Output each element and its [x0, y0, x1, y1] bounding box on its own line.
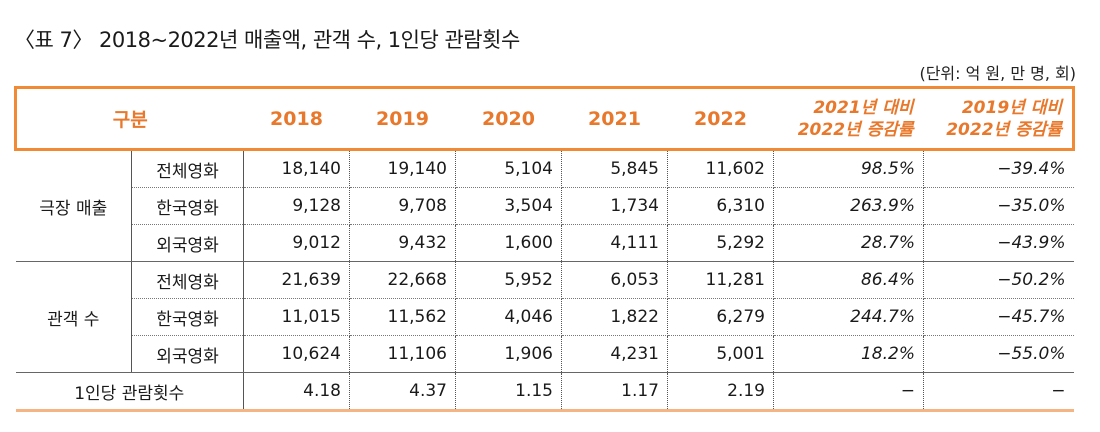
- header-category: 구분: [14, 86, 244, 151]
- cell-value: 19,140: [349, 149, 456, 188]
- cell-value: 11,106: [349, 335, 456, 373]
- table-row: 관객 수 전체영화 21,639 22,668 5,952 6,053 11,2…: [15, 261, 1074, 373]
- cell-rate: −43.9%: [923, 224, 1074, 262]
- cell-value: 5,104: [455, 149, 562, 188]
- cell-value: 6,310: [667, 187, 774, 225]
- unit-note: (단위: 억 원, 만 명, 회): [919, 64, 1076, 83]
- cell-value: 1.17: [561, 372, 668, 412]
- header-year: 2021: [561, 86, 668, 151]
- header-rate-line: 2022년 증감률: [797, 119, 914, 140]
- cell-value: 5,952: [455, 261, 562, 299]
- cell-value: 4,046: [455, 298, 562, 336]
- row-label: 전체영화: [131, 261, 244, 299]
- cell-value: 4,111: [561, 224, 668, 262]
- header-year: 2018: [243, 86, 350, 151]
- cell-rate: −35.0%: [923, 187, 1074, 225]
- table-row: 한국영화 11,015 11,562 4,046 1,822 6,279 244…: [16, 298, 1074, 336]
- cell-value: 18,140: [243, 149, 350, 188]
- cell-rate: −50.2%: [923, 261, 1074, 299]
- table-row: 극장 매출 전체영화 18,140 19,140 5,104 5,845 11,…: [15, 149, 1074, 262]
- cell-value: 1,906: [455, 335, 562, 373]
- cell-value: 11,602: [667, 149, 774, 188]
- cell-value: 6,053: [561, 261, 668, 299]
- cell-rate: −: [923, 372, 1074, 412]
- data-table: 구분 2018 2019 2020 2021 2022 2021년 대비 202…: [14, 86, 1075, 412]
- cell-value: 5,845: [561, 149, 668, 188]
- row-label: 외국영화: [131, 335, 244, 373]
- cell-value: 9,708: [349, 187, 456, 225]
- cell-value: 4.37: [349, 372, 456, 412]
- row-label: 외국영화: [131, 224, 244, 262]
- cell-value: 22,668: [349, 261, 456, 299]
- header-rate-line: 2019년 대비: [961, 97, 1062, 118]
- cell-rate: 28.7%: [773, 224, 924, 262]
- cell-rate: 263.9%: [773, 187, 924, 225]
- cell-value: 5,001: [667, 335, 774, 373]
- cell-rate: −39.4%: [923, 149, 1074, 188]
- header-year: 2020: [455, 86, 562, 151]
- cell-rate: −45.7%: [923, 298, 1074, 336]
- row-label: 1인당 관람횟수: [15, 372, 244, 412]
- row-label: 전체영화: [131, 149, 244, 188]
- cell-value: 9,432: [349, 224, 456, 262]
- cell-value: 1.15: [455, 372, 562, 412]
- cell-rate: 244.7%: [773, 298, 924, 336]
- cell-value: 21,639: [243, 261, 350, 299]
- cell-value: 4.18: [243, 372, 350, 412]
- table-row: 1인당 관람횟수 4.18 4.37 1.15 1.17 2.19 − −: [15, 372, 1074, 412]
- cell-value: 11,562: [349, 298, 456, 336]
- cell-value: 4,231: [561, 335, 668, 373]
- cell-value: 1,600: [455, 224, 562, 262]
- cell-value: 9,012: [243, 224, 350, 262]
- cell-value: 6,279: [667, 298, 774, 336]
- group-label: 극장 매출: [15, 149, 132, 262]
- table-row: 외국영화 10,624 11,106 1,906 4,231 5,001 18.…: [16, 335, 1074, 373]
- cell-rate: 18.2%: [773, 335, 924, 373]
- cell-rate: −: [773, 372, 924, 412]
- row-label: 한국영화: [131, 298, 244, 336]
- row-label: 한국영화: [131, 187, 244, 225]
- cell-value: 3,504: [455, 187, 562, 225]
- cell-value: 5,292: [667, 224, 774, 262]
- header-rate-line: 2021년 대비: [813, 97, 914, 118]
- group-label: 관객 수: [15, 261, 132, 373]
- cell-value: 2.19: [667, 372, 774, 412]
- cell-value: 11,015: [243, 298, 350, 336]
- header-rate-2021-2022: 2021년 대비 2022년 증감률: [773, 86, 924, 151]
- cell-rate: 86.4%: [773, 261, 924, 299]
- cell-value: 1,822: [561, 298, 668, 336]
- cell-rate: 98.5%: [773, 149, 924, 188]
- table-row: 한국영화 9,128 9,708 3,504 1,734 6,310 263.9…: [16, 187, 1074, 225]
- table-row: 외국영화 9,012 9,432 1,600 4,111 5,292 28.7%…: [16, 224, 1074, 262]
- cell-value: 11,281: [667, 261, 774, 299]
- header-row: 구분 2018 2019 2020 2021 2022 2021년 대비 202…: [14, 86, 1075, 151]
- header-year: 2019: [349, 86, 456, 151]
- cell-rate: −55.0%: [923, 335, 1074, 373]
- cell-value: 9,128: [243, 187, 350, 225]
- header-rate-2019-2022: 2019년 대비 2022년 증감률: [923, 86, 1075, 151]
- cell-value: 1,734: [561, 187, 668, 225]
- table-title: 〈표 7〉 2018~2022년 매출액, 관객 수, 1인당 관람횟수: [14, 28, 520, 52]
- header-rate-line: 2022년 증감률: [946, 119, 1062, 140]
- header-year: 2022: [667, 86, 774, 151]
- cell-value: 10,624: [243, 335, 350, 373]
